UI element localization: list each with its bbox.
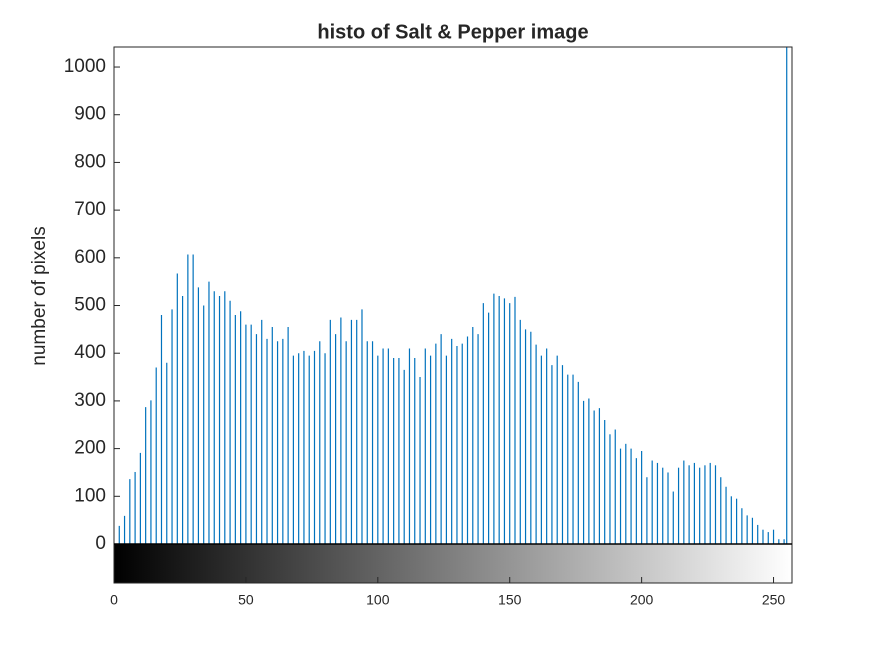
axes-box xyxy=(113,46,793,584)
y-tick-label: 800 xyxy=(74,151,106,172)
y-tick-label: 100 xyxy=(74,485,106,506)
y-tick-label: 400 xyxy=(74,342,106,363)
y-axis-label: number of pixels xyxy=(29,226,50,365)
y-tick-label: 600 xyxy=(74,247,106,268)
x-tick-label: 150 xyxy=(498,592,522,608)
x-tick-label: 250 xyxy=(762,592,786,608)
x-tick-label: 100 xyxy=(366,592,390,608)
y-tick-label: 500 xyxy=(74,295,106,316)
chart-title: histo of Salt & Pepper image xyxy=(317,21,588,43)
colorbar xyxy=(113,543,793,584)
y-tick-label: 1000 xyxy=(64,56,106,77)
y-tick-label: 300 xyxy=(74,390,106,411)
stems xyxy=(118,47,788,544)
y-tick-label: 0 xyxy=(95,533,106,554)
y-tick-label: 700 xyxy=(74,199,106,220)
x-tick-label: 0 xyxy=(110,592,118,608)
x-tick-label: 200 xyxy=(630,592,654,608)
x-tick-label: 50 xyxy=(238,592,254,608)
y-tick-label: 200 xyxy=(74,438,106,459)
y-tick-label: 900 xyxy=(74,104,106,125)
